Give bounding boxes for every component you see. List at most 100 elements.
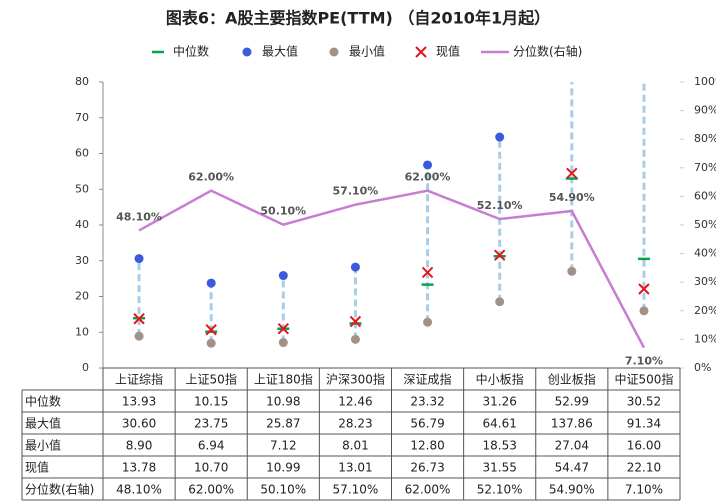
table-cell: 23.32: [410, 395, 444, 409]
x-tick-label: 上证50指: [186, 372, 237, 387]
table-cell: 8.90: [126, 439, 153, 453]
point-x: [421, 266, 434, 279]
table-cell: 12.46: [338, 395, 372, 409]
y-tick-label: 0: [82, 361, 89, 374]
table-cell: 22.10: [627, 461, 661, 475]
y2-tick-label: 60%: [694, 189, 716, 202]
table-cell: 137.86: [551, 417, 593, 431]
y2-tick-label: 90%: [694, 104, 716, 117]
table-cell: 10.99: [266, 461, 300, 475]
legend-label: 最大值: [262, 44, 298, 59]
table-cell: 48.10%: [116, 483, 162, 497]
point-x: [277, 323, 290, 335]
table-row-label: 最小值: [25, 438, 61, 453]
point-circle: [350, 334, 360, 344]
point-x: [493, 249, 506, 261]
table-cell: 10.98: [266, 395, 300, 409]
percentile-label: 52.10%: [477, 199, 523, 212]
point-circle: [278, 271, 288, 281]
point-circle: [206, 278, 216, 288]
table-cell: 54.47: [555, 461, 589, 475]
point-x: [566, 167, 578, 179]
legend-label: 现值: [436, 44, 460, 59]
legend-label: 最小值: [349, 44, 385, 59]
table-cell: 30.52: [627, 395, 661, 409]
y-tick-label: 20: [75, 290, 89, 303]
point-circle: [639, 306, 649, 316]
y2-tick-label: 40%: [694, 247, 716, 260]
percentile-label: 50.10%: [260, 205, 306, 218]
table-cell: 10.70: [194, 461, 228, 475]
table-cell: 7.10%: [625, 483, 663, 497]
y2-tick-label: 0%: [694, 361, 711, 374]
legend-swatch: [415, 46, 427, 58]
percentile-label: 48.10%: [116, 210, 162, 223]
percentile-line: [138, 189, 646, 349]
table-row-label: 现值: [25, 460, 49, 475]
table-cell: 31.55: [483, 461, 517, 475]
table-cell: 52.99: [555, 395, 589, 409]
table-cell: 64.61: [483, 417, 517, 431]
point-x: [349, 315, 362, 328]
y2-tick-label: 10%: [694, 332, 716, 345]
table-cell: 31.26: [483, 395, 517, 409]
table-cell: 6.94: [198, 439, 225, 453]
legend-swatch: [329, 47, 339, 57]
table-cell: 18.53: [483, 439, 517, 453]
table-cell: 91.34: [627, 417, 661, 431]
x-tick-label: 上证180指: [254, 372, 313, 387]
point-circle: [567, 266, 577, 276]
table-cell: 16.00: [627, 439, 661, 453]
table-cell: 13.93: [122, 395, 156, 409]
table-cell: 30.60: [122, 417, 156, 431]
point-circle: [350, 262, 360, 272]
y-tick-label: 30: [75, 254, 89, 267]
table-cell: 10.15: [194, 395, 228, 409]
x-tick-label: 中证500指: [614, 372, 673, 387]
y-tick-label: 70: [75, 111, 89, 124]
table-row-label: 最大值: [25, 416, 61, 431]
point-circle: [495, 132, 505, 142]
percentile-label: 54.90%: [549, 191, 595, 204]
y2-tick-label: 20%: [694, 304, 716, 317]
x-tick-label: 沪深300指: [326, 372, 385, 387]
y-tick-label: 50: [75, 182, 89, 195]
percentile-label: 57.10%: [333, 185, 379, 198]
table-cell: 23.75: [194, 417, 228, 431]
x-tick-label: 上证综指: [115, 372, 163, 387]
table-cell: 62.00%: [188, 483, 234, 497]
legend-label: 分位数(右轴): [513, 44, 582, 59]
y-tick-label: 40: [75, 218, 89, 231]
table-row-label: 中位数: [25, 394, 61, 409]
point-x: [205, 324, 217, 336]
y2-tick-label: 50%: [694, 218, 716, 231]
x-tick-label: 中小板指: [476, 372, 524, 387]
point-circle: [278, 338, 288, 348]
table-cell: 13.01: [338, 461, 372, 475]
table-cell: 13.78: [122, 461, 156, 475]
y2-tick-label: 30%: [694, 275, 716, 288]
table-cell: 25.87: [266, 417, 300, 431]
plot: [133, 37, 650, 349]
table-cell: 8.01: [342, 439, 369, 453]
table-cell: 12.80: [410, 439, 444, 453]
table-cell: 7.12: [270, 439, 297, 453]
table-cell: 52.10%: [477, 483, 523, 497]
point-x: [133, 313, 145, 325]
table-cell: 57.10%: [333, 483, 379, 497]
y2-tick-label: 70%: [694, 161, 716, 174]
table-cell: 28.23: [338, 417, 372, 431]
table-cell: 27.04: [555, 439, 589, 453]
y-tick-label: 80: [75, 75, 89, 88]
point-circle: [639, 37, 648, 46]
x-tick-label: 深证成指: [404, 372, 452, 387]
point-circle: [206, 338, 216, 348]
y2-tick-label: 100%: [694, 75, 716, 88]
table-cell: 56.79: [410, 417, 444, 431]
percentile-label: 7.10%: [625, 355, 663, 368]
legend-label: 中位数: [173, 44, 209, 59]
point-x: [638, 283, 650, 295]
table-cell: 54.90%: [549, 483, 595, 497]
y-tick-label: 10: [75, 325, 89, 338]
